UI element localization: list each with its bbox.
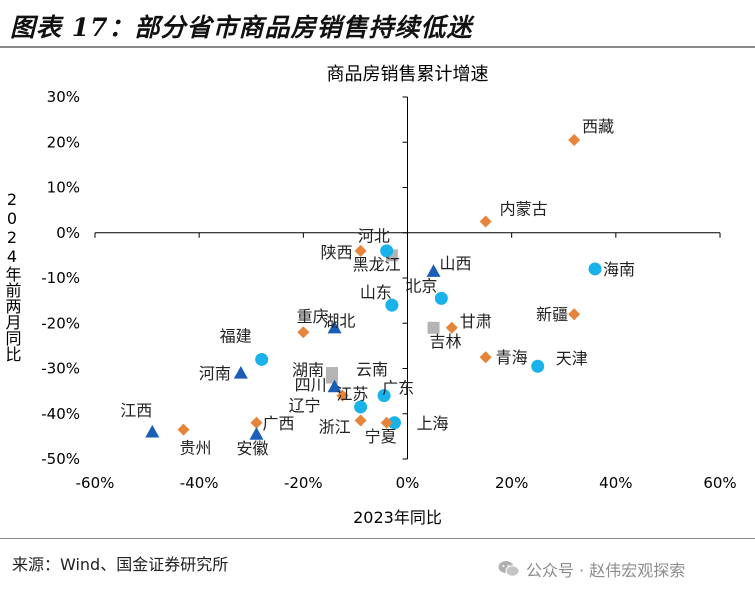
wechat-icon: [498, 561, 520, 577]
x-tick-label: -20%: [284, 474, 323, 492]
y-tick-label: -10%: [41, 269, 80, 287]
y-tick-label: 20%: [47, 133, 80, 151]
point-福建-circle-marker: [255, 352, 269, 366]
x-tick-label: -40%: [180, 474, 219, 492]
point-label: 广东: [382, 379, 414, 398]
point-label: 重庆: [297, 307, 329, 326]
point-湖北-diamond-marker: [297, 326, 310, 339]
title-divider: [0, 46, 755, 48]
x-tick-label: 60%: [703, 474, 736, 492]
point-浙江-diamond-marker: [354, 414, 367, 427]
point-label: 陕西: [321, 243, 353, 262]
point-山东-circle-marker: [385, 298, 399, 312]
point-label: 内蒙古: [500, 199, 548, 218]
point-label: 上海: [416, 414, 448, 433]
y-tick-label: 30%: [47, 88, 80, 106]
point-label: 福建: [220, 326, 252, 345]
footer-divider: [0, 538, 755, 539]
y-tick-label: 10%: [47, 179, 80, 197]
point-label: 河北: [358, 226, 390, 245]
point-label: 四川: [295, 376, 327, 395]
point-label: 云南: [356, 360, 388, 379]
y-tick-label: -40%: [41, 405, 80, 423]
point-广东-circle-marker: [377, 389, 391, 403]
x-tick-label: 40%: [599, 474, 632, 492]
watermark-text: 公众号 · 赵伟宏观探索: [526, 561, 686, 580]
point-label: 宁夏: [365, 427, 397, 446]
point-宁夏-diamond-marker: [380, 416, 393, 429]
point-label: 湖北: [323, 311, 355, 330]
x-tick-label: 0%: [396, 474, 420, 492]
point-label: 贵州: [180, 439, 212, 458]
point-label: 新疆: [536, 305, 568, 324]
point-新疆-diamond-marker: [568, 308, 581, 321]
point-吉林-square-marker: [427, 321, 440, 334]
point-四川-triangle-marker: [327, 379, 342, 393]
point-label: 湖南: [292, 361, 324, 380]
point-海南-circle-marker: [588, 262, 602, 276]
point-内蒙古-diamond-marker: [479, 215, 492, 228]
point-label: 安徽: [236, 439, 268, 458]
y-tick-label: -50%: [41, 450, 80, 468]
x-axis-title: 2023年同比: [353, 508, 442, 527]
point-label: 江西: [120, 401, 152, 420]
point-江苏-diamond-marker: [336, 389, 349, 402]
point-label: 浙江: [319, 418, 351, 437]
point-广西-diamond-marker: [250, 416, 263, 429]
y-axis-title: 2024年前两月同比: [3, 190, 22, 362]
point-label: 青海: [496, 348, 528, 367]
point-贵州-diamond-marker: [177, 423, 190, 436]
point-江西-triangle-marker: [145, 424, 160, 438]
scatter-chart: 商品房销售累计增速 -60% -40% -20% 0% 20% 40% 60% 30% 20% 10…: [3, 64, 737, 527]
point-label: 天津: [556, 349, 588, 368]
point-甘肃-diamond-marker: [445, 321, 458, 334]
point-上海-circle-marker: [387, 416, 401, 430]
point-label: 西藏: [582, 117, 614, 136]
point-label: 吉林: [430, 332, 462, 351]
point-天津-circle-marker: [531, 359, 545, 373]
point-湖南-square-marker: [325, 371, 338, 384]
point-青海-diamond-marker: [479, 351, 492, 364]
point-黑龙江-circle-marker: [380, 244, 394, 258]
point-label: 山西: [440, 254, 472, 273]
point-label: 北京: [405, 276, 437, 295]
figure-title: 图表 17：部分省市商品房销售持续低迷: [10, 13, 473, 42]
watermark: 公众号 · 赵伟宏观探索: [498, 557, 685, 581]
source-note: 来源：Wind、国金证券研究所: [12, 555, 229, 574]
point-安徽-triangle-marker: [249, 427, 264, 440]
point-重庆-triangle-marker: [327, 320, 342, 334]
point-label: 海南: [603, 260, 635, 279]
point-陕西-diamond-marker: [354, 244, 367, 257]
point-山西-triangle-marker: [426, 264, 441, 277]
point-label: 江苏: [336, 385, 368, 404]
point-label: 黑龙江: [353, 255, 401, 274]
x-tick-label: 20%: [495, 474, 528, 492]
y-tick-label: -20%: [41, 314, 80, 332]
x-tick-label: -60%: [76, 474, 115, 492]
chart-title: 商品房销售累计增速: [327, 64, 489, 85]
y-tick-label: 0%: [56, 224, 80, 242]
y-tick-label: -30%: [41, 360, 80, 378]
point-河南-triangle-marker: [233, 366, 248, 379]
point-label: 辽宁: [289, 396, 321, 415]
point-label: 河南: [199, 364, 231, 383]
point-label: 甘肃: [460, 312, 492, 331]
point-北京-circle-marker: [434, 291, 448, 305]
point-西藏-diamond-marker: [568, 133, 581, 146]
point-辽宁-circle-marker: [354, 400, 368, 414]
point-label: 山东: [360, 283, 392, 302]
point-label: 广西: [262, 414, 294, 433]
